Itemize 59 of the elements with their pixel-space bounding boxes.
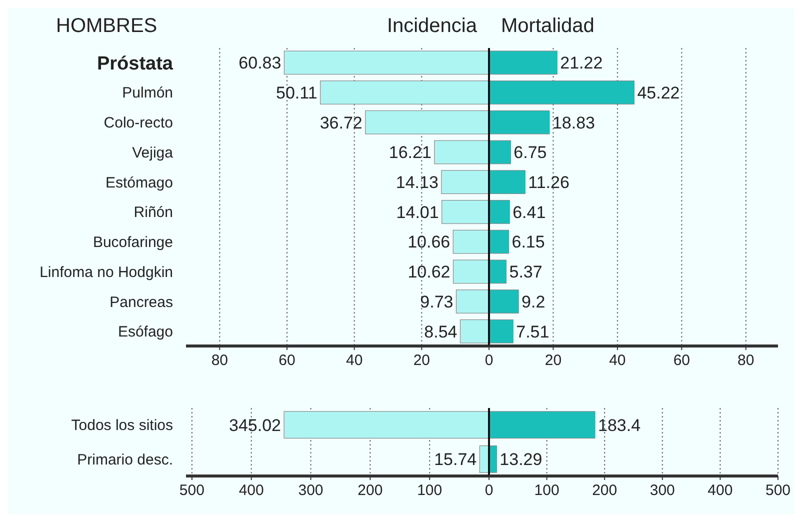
x-tick-label: 40 <box>609 352 626 369</box>
data-label: 183.4 <box>598 416 641 435</box>
chart-title: HOMBRES <box>56 15 158 37</box>
data-label: 21.22 <box>560 54 603 73</box>
x-tick-label: 20 <box>413 352 430 369</box>
y-tick-label: Próstata <box>96 53 174 74</box>
y-tick-label: Todos los sitios <box>71 417 173 434</box>
data-label: 36.72 <box>320 113 362 132</box>
x-tick-label: 60 <box>673 352 690 369</box>
data-label: 15.74 <box>434 450 477 470</box>
data-label: 6.15 <box>512 232 545 252</box>
x-tick-label: 0 <box>484 482 494 499</box>
series-label: Incidencia <box>386 15 478 37</box>
y-tick-label: Riñón <box>134 204 173 222</box>
x-tick-label: 300 <box>650 482 675 499</box>
data-label: 50.11 <box>276 83 318 102</box>
data-label: 14.01 <box>396 202 439 222</box>
data-label: 5.37 <box>509 262 542 282</box>
data-label: 10.62 <box>408 262 450 282</box>
data-label: 8.54 <box>424 322 458 342</box>
data-label: 345.02 <box>229 416 282 435</box>
data-label: 11.26 <box>528 173 570 192</box>
y-tick-label: Colo-recto <box>104 114 173 132</box>
data-label: 10.66 <box>408 232 450 252</box>
x-tick-label: 500 <box>765 482 791 499</box>
y-tick-label: Pancreas <box>110 294 173 311</box>
data-label: 16.21 <box>388 143 432 162</box>
series-label: Mortalidad <box>501 15 594 37</box>
x-tick-label: 80 <box>211 352 228 369</box>
x-tick-label: 400 <box>238 482 264 499</box>
x-tick-label: 20 <box>544 352 562 369</box>
data-label: 14.13 <box>396 173 438 192</box>
x-tick-label: 400 <box>708 482 733 499</box>
x-tick-label: 500 <box>179 482 204 499</box>
y-tick-label: Vejiga <box>132 144 174 162</box>
y-tick-label: Primario desc. <box>77 451 173 468</box>
y-tick-label: Linfoma no Hodgkin <box>40 264 173 281</box>
data-label: 9.2 <box>522 292 546 312</box>
data-label: 9.73 <box>420 292 454 312</box>
data-label: 6.41 <box>512 202 546 222</box>
data-label: 6.75 <box>514 143 547 162</box>
data-label: 7.51 <box>516 322 550 342</box>
y-tick-label: Esófago <box>118 324 173 341</box>
y-tick-label: Pulmón <box>122 84 173 102</box>
data-label: 60.83 <box>238 54 282 73</box>
x-tick-label: 300 <box>298 482 324 499</box>
data-label: 13.29 <box>500 450 542 470</box>
x-tick-label: 100 <box>534 482 560 499</box>
x-tick-label: 200 <box>592 482 618 499</box>
x-tick-label: 40 <box>346 352 363 369</box>
y-tick-label: Estómago <box>105 174 173 192</box>
x-tick-label: 100 <box>417 482 442 499</box>
data-label: 18.83 <box>552 113 596 132</box>
x-tick-label: 60 <box>278 352 296 369</box>
y-tick-label: Bucofaringe <box>92 234 173 252</box>
x-tick-label: 80 <box>738 352 754 369</box>
x-tick-label: 200 <box>358 482 383 499</box>
x-tick-label: 0 <box>484 352 494 369</box>
data-label: 45.22 <box>637 83 680 102</box>
